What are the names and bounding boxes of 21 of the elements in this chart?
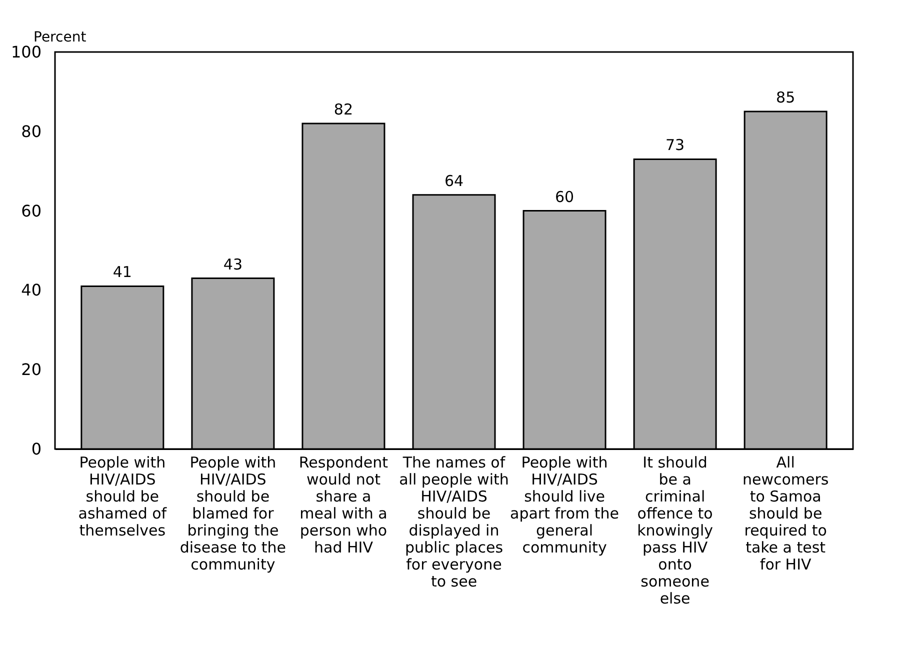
x-tick-label: The names of all people with HIV/AIDS should be displayed in public places for everyone to see — [399, 454, 509, 590]
y-tick-label: 60 — [21, 201, 42, 220]
data-label: 41 — [112, 263, 132, 282]
y-axis-title: Percent — [34, 30, 87, 46]
y-tick-label: 40 — [21, 280, 42, 300]
data-label: 82 — [334, 100, 354, 118]
y-tick-label: 80 — [21, 122, 42, 141]
y-tick-label: 20 — [21, 360, 42, 380]
category-label: It should be a criminal offence to knowingly pass HIV onto someone else — [637, 454, 713, 608]
y-tick-label: 0 — [31, 440, 42, 458]
x-tick-label: All newcomers to Samoa should be required to take a test for HIV — [742, 454, 829, 574]
x-tick-label: People with HIV/AIDS should be ashamed of themselves — [78, 454, 168, 540]
data-label: 73 — [666, 136, 685, 154]
data-label: 43 — [223, 255, 242, 274]
x-tick-label: People with HIV/AIDS should live apart from the general community — [510, 454, 620, 556]
y-tick-label: 100 — [10, 42, 42, 62]
data-label: 85 — [776, 88, 796, 107]
x-tick-label: People with HIV/AIDS should be blamed for bringing the disease to the community — [180, 454, 286, 574]
data-label: 60 — [554, 188, 574, 206]
data-label: 64 — [444, 172, 464, 190]
x-tick-label: Respondent would not share a meal with a person who had HIV — [298, 454, 388, 556]
